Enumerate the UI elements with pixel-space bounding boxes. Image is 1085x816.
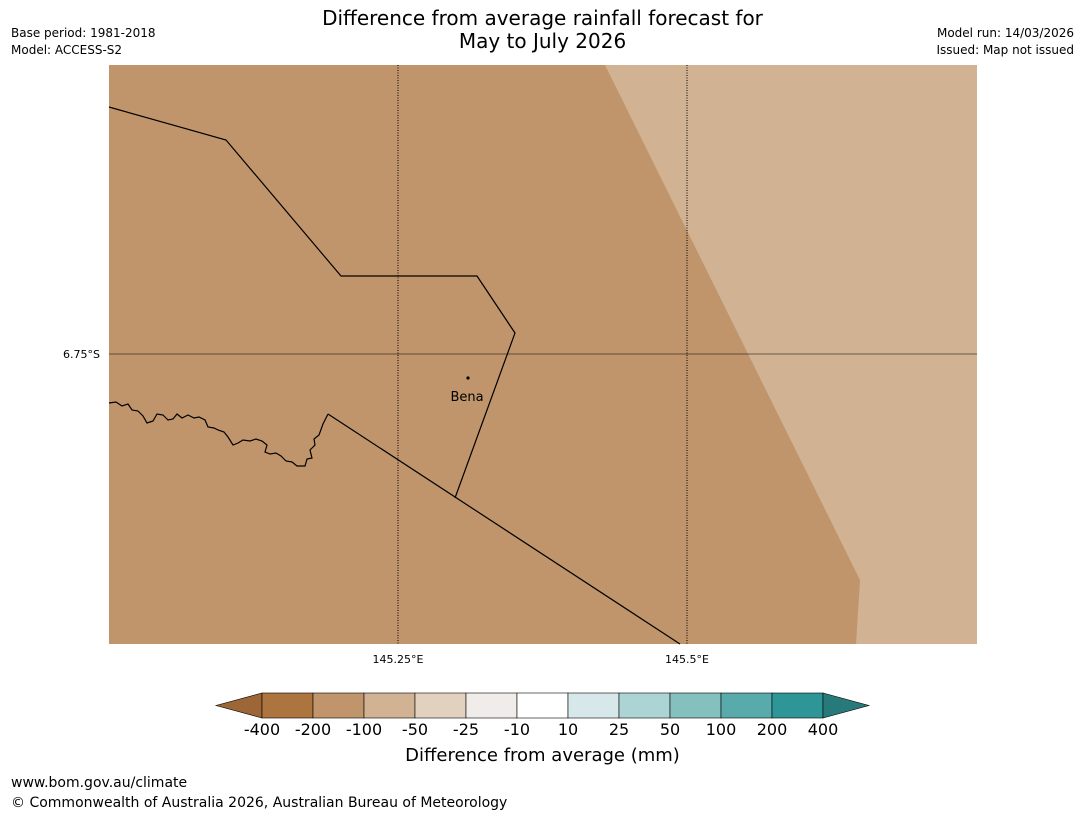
footer-url[interactable]: www.bom.gov.au/climate [11,775,188,791]
colorbar-title: Difference from average (mm) [405,745,680,766]
colorbar-tick-label: 25 [608,720,630,739]
colorbar-extend-high [822,692,871,719]
map-title: Difference from average rainfall forecas… [0,7,1085,53]
colorbar-tick-label: 10 [557,720,579,739]
province-boundary [327,413,681,645]
province-boundary [108,106,516,499]
colorbar-tick-label: -25 [452,720,480,739]
latitude-label: 6.75°S [63,348,100,361]
town-label-bena: Bena [450,390,483,405]
longitude-label: 145.5°E [665,653,709,666]
issued-status: Issued: Map not issued [936,43,1074,57]
model-name: Model: ACCESS-S2 [11,43,123,57]
colorbar-tick-label: -50 [401,720,429,739]
colorbar-tick-label: 200 [756,720,788,739]
colorbar-segment [465,692,518,719]
colorbar-segment [567,692,620,719]
colorbar-segment [261,692,314,719]
colorbar-segment [771,692,824,719]
footer-copyright: © Commonwealth of Australia 2026, Austra… [11,795,508,811]
colorbar-tick-label: 50 [659,720,681,739]
colorbar-segment [720,692,773,719]
colorbar-segment [669,692,722,719]
town-marker-bena [466,376,470,380]
province-boundary [108,401,329,467]
colorbar-tick-label: -200 [294,720,332,739]
colorbar-segment [516,692,569,719]
colorbar-extend-low [214,692,263,719]
colorbar-tick-label: -400 [243,720,281,739]
meta-left: Base period: 1981-2018 Model: ACCESS-S2 [11,25,156,59]
longitude-label: 145.25°E [373,653,424,666]
colorbar-tick-label: 100 [705,720,737,739]
meta-right: Model run: 14/03/2026 Issued: Map not is… [936,25,1074,59]
colorbar-segment [618,692,671,719]
colorbar-segment [414,692,467,719]
colorbar-tick-label: 400 [807,720,839,739]
colorbar [214,692,871,719]
map-title-line2: May to July 2026 [458,29,627,53]
colorbar-segment [363,692,416,719]
map-title-line1: Difference from average rainfall forecas… [322,6,763,30]
colorbar-tick-label: -10 [503,720,531,739]
map-region-drier-50-100 [605,65,977,644]
colorbar-tick-label: -100 [345,720,383,739]
model-run: Model run: 14/03/2026 [936,26,1074,40]
base-period: Base period: 1981-2018 [11,26,156,40]
colorbar-segment [312,692,365,719]
